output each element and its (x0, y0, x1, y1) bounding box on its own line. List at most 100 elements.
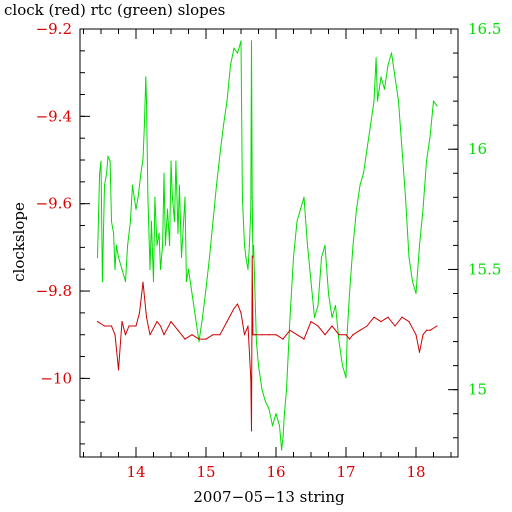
green-series-point (251, 196, 253, 198)
red-series-point (268, 334, 270, 336)
red-series-point (138, 312, 141, 314)
green-series-point (101, 280, 103, 283)
green-series-point (369, 124, 372, 126)
green-series-point (185, 280, 187, 283)
red-series-point (117, 369, 120, 371)
green-series-point (121, 268, 123, 270)
green-series-point (173, 220, 176, 222)
x-tick-label: 17 (336, 463, 355, 481)
green-series-point (131, 184, 134, 186)
y-left-tick-label: −10 (40, 369, 72, 387)
green-series-point (222, 124, 225, 126)
red-series-point (135, 325, 137, 327)
y-right-tick-label: 15 (468, 381, 487, 399)
green-series-point (180, 256, 183, 258)
green-series-point (313, 316, 316, 319)
green-series-point (285, 389, 288, 391)
green-series-point (282, 437, 284, 439)
green-series-point (233, 47, 235, 49)
red-series-point (163, 334, 165, 336)
red-series-point (394, 325, 396, 327)
green-series-point (334, 304, 337, 307)
red-series-point (184, 338, 186, 340)
green-series-point (149, 268, 151, 270)
y-left-tick-label: −9.4 (36, 107, 72, 125)
green-series-point (404, 196, 407, 198)
red-series-point (338, 334, 340, 336)
red-series-line (97, 255, 438, 432)
green-series-point (375, 57, 377, 59)
green-series-point (359, 184, 361, 186)
red-series-point (233, 307, 235, 310)
y-left-tick-label: −9.6 (36, 195, 72, 213)
red-series-point (303, 338, 305, 340)
green-series-point (162, 244, 164, 246)
green-series-point (152, 280, 155, 283)
green-series-point (317, 304, 319, 307)
x-axis-label: 2007−05−13 string (193, 488, 345, 506)
green-series-point (124, 280, 127, 283)
green-series-point (245, 256, 247, 258)
red-series-point (401, 316, 403, 318)
green-series-point (415, 292, 417, 295)
green-series-point (177, 232, 179, 234)
green-series-point (215, 184, 218, 186)
green-series-point (229, 64, 232, 66)
green-series-point (110, 220, 113, 222)
green-series-point (96, 256, 99, 258)
y-left-tick-label: −9.2 (36, 20, 72, 38)
green-series-point (327, 292, 330, 295)
green-series-point (100, 160, 102, 162)
red-series-point (198, 338, 200, 340)
red-series-point (142, 281, 144, 283)
red-series-point (418, 351, 421, 353)
green-series-point (187, 268, 190, 270)
green-series-point (394, 76, 396, 78)
green-series-point (183, 220, 185, 222)
red-series-point (282, 338, 284, 340)
green-series-point (117, 256, 120, 258)
red-series-point (240, 312, 242, 314)
green-series-point (170, 160, 172, 162)
red-series-point (429, 329, 431, 331)
green-series-line (97, 40, 438, 451)
green-series-point (129, 220, 131, 222)
red-series-point (124, 334, 127, 336)
green-series-point (205, 288, 207, 290)
red-series-point (415, 334, 417, 336)
green-series-point (248, 244, 250, 246)
green-series-point (115, 244, 117, 246)
green-series-point (355, 208, 358, 210)
green-series-point (127, 244, 129, 246)
y-right-tick-label: 15.5 (468, 260, 501, 278)
green-series-point (142, 158, 144, 160)
green-series-point (194, 316, 197, 319)
red-series-point (345, 334, 347, 336)
red-series-point (156, 321, 158, 323)
series-layer (96, 40, 438, 451)
green-series-point (250, 208, 252, 210)
green-series-point (247, 268, 249, 270)
red-series-point (348, 338, 351, 340)
green-series-point (281, 449, 283, 451)
red-series-point (380, 321, 382, 323)
red-series-point (296, 334, 298, 336)
green-series-point (303, 196, 305, 198)
green-series-point (268, 408, 270, 410)
x-axis: 14 15 16 17 18 (83, 29, 452, 481)
red-series-point (114, 334, 116, 336)
red-series-point (254, 334, 256, 336)
red-series-point (149, 334, 151, 336)
green-series-point (304, 216, 306, 218)
green-series-point (383, 88, 386, 90)
red-series-point (261, 334, 263, 336)
red-series-point (250, 430, 253, 432)
green-series-point (250, 40, 253, 42)
red-series-point (110, 325, 113, 327)
green-series-point (171, 196, 173, 198)
x-tick-label: 16 (266, 463, 285, 481)
red-series-point (145, 316, 148, 318)
green-series-point (219, 153, 221, 155)
x-tick-label: 18 (406, 463, 425, 481)
